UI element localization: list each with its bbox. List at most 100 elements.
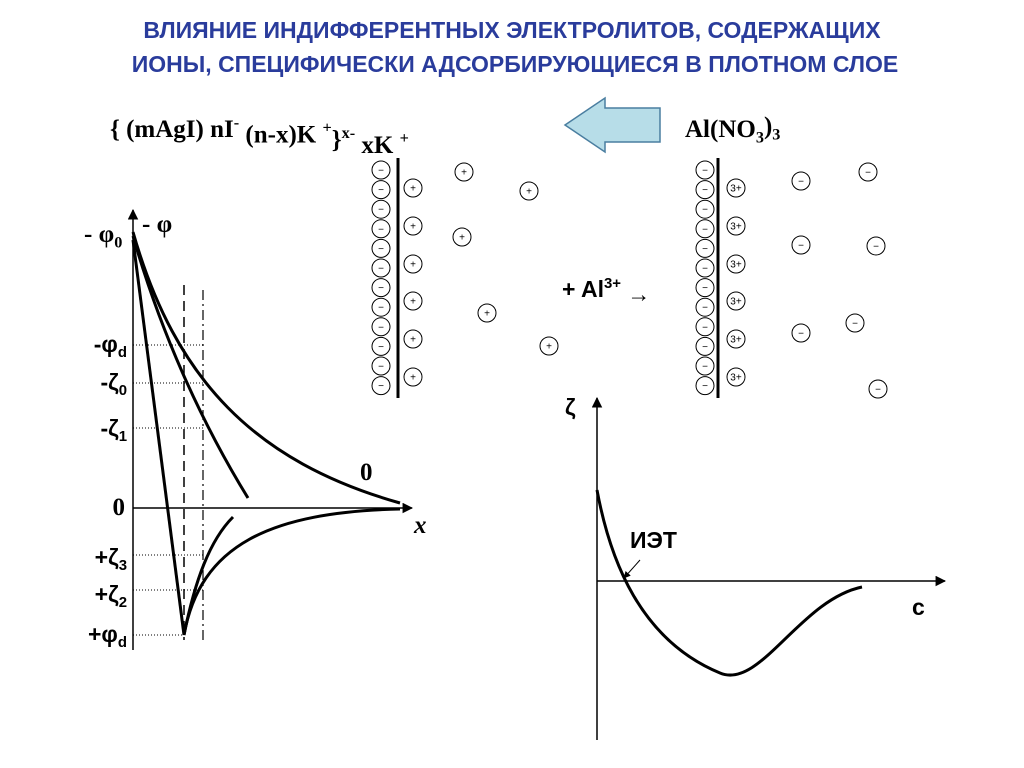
text-part: Al(NO: [685, 116, 756, 143]
ion: [695, 238, 715, 258]
ion-sign: −: [852, 319, 858, 330]
x-axis-label: x: [413, 512, 427, 539]
script-text: 1: [119, 428, 127, 445]
ion: [695, 258, 715, 278]
phi0-label: - φ0: [84, 221, 122, 252]
potential-curve: [131, 235, 250, 499]
ion: [371, 199, 391, 219]
ion: [695, 376, 715, 396]
curve-zero-label: 0: [360, 459, 373, 486]
ion-sign: −: [702, 322, 708, 333]
ion-sign: +: [461, 168, 467, 179]
text-part: -φ: [94, 331, 118, 357]
potential-curve: [131, 231, 401, 505]
level-label: 0: [113, 494, 126, 521]
script-text: 2: [119, 594, 127, 611]
ion-sign: −: [702, 244, 708, 255]
phi-label: - φ: [142, 211, 172, 238]
potential-curve: [182, 507, 401, 636]
text-part: +ζ: [95, 581, 119, 607]
text-part: ): [764, 113, 772, 140]
title-line: ИОНЫ, СПЕЦИФИЧЕСКИ АДСОРБИРУЮЩИЕСЯ В ПЛО…: [132, 51, 899, 77]
ion: [726, 367, 746, 387]
ion: [519, 181, 539, 201]
ion: [371, 278, 391, 298]
ion: [371, 317, 391, 337]
ion-sign: 3+: [730, 222, 742, 233]
text-part: }: [332, 127, 342, 154]
zeta-curve: [595, 489, 863, 677]
ion: [371, 376, 391, 396]
ion: [695, 199, 715, 219]
text-part: (n-x)K: [239, 121, 322, 148]
ion: [371, 297, 391, 317]
ion: [791, 323, 811, 343]
ion-sign: −: [798, 329, 804, 340]
ion: [371, 180, 391, 200]
ion: [858, 162, 878, 182]
ion-sign: 3+: [730, 260, 742, 271]
ion-sign: −: [378, 166, 384, 177]
ion: [791, 235, 811, 255]
ion: [726, 216, 746, 236]
ion: [403, 367, 423, 387]
text-part: { (mAgI) nI: [110, 116, 234, 143]
ion-sign: −: [798, 177, 804, 188]
ion: [371, 160, 391, 180]
micelle-formula: { (mAgI) nI- (n-x)K +}x- xK +: [110, 113, 409, 159]
text-part: +φ: [88, 621, 118, 647]
script-text: +: [400, 129, 409, 147]
ion: [868, 379, 888, 399]
ion-sign: −: [378, 362, 384, 373]
reaction-arrow: [563, 96, 661, 154]
ion: [726, 291, 746, 311]
level-label: +ζ2: [95, 581, 127, 611]
ion: [403, 291, 423, 311]
ion-sign: −: [378, 224, 384, 235]
ion-sign: −: [378, 303, 384, 314]
script-text: 3: [772, 126, 780, 144]
ion-sign: −: [702, 224, 708, 235]
ion-sign: −: [702, 283, 708, 294]
ion-sign: −: [378, 185, 384, 196]
ion: [726, 254, 746, 274]
ion-sign: +: [484, 309, 490, 320]
text-part: - φ: [84, 221, 114, 248]
potential-curve: [131, 239, 186, 636]
ion-sign: −: [702, 264, 708, 275]
y-axis-label: ζ: [565, 394, 576, 420]
ion-sign: +: [410, 222, 416, 233]
ion: [845, 313, 865, 333]
ion: [371, 258, 391, 278]
ion: [726, 329, 746, 349]
ion: [695, 160, 715, 180]
ion: [403, 329, 423, 349]
ion-sign: +: [410, 297, 416, 308]
iep-pointer: [623, 559, 641, 579]
ion-sign: −: [378, 322, 384, 333]
added-ion: + Al3+ →: [562, 275, 650, 307]
ion-sign: −: [702, 185, 708, 196]
ion: [695, 317, 715, 337]
level-label: -ζ0: [100, 369, 127, 399]
ion: [371, 238, 391, 258]
text-part: -ζ: [100, 369, 119, 395]
script-text: -: [234, 113, 239, 131]
ion-sign: −: [378, 205, 384, 216]
ion-sign: −: [702, 362, 708, 373]
ion-sign: −: [378, 342, 384, 353]
x-axis-label: c: [912, 594, 925, 620]
ion-sign: −: [875, 385, 881, 396]
ion-sign: −: [702, 342, 708, 353]
ion: [695, 219, 715, 239]
ion-sign: 3+: [730, 373, 742, 384]
script-text: d: [118, 634, 127, 651]
ion: [695, 356, 715, 376]
ion: [695, 278, 715, 298]
script-text: 0: [119, 382, 127, 399]
ion: [695, 297, 715, 317]
text-part: 0: [113, 494, 126, 521]
iep-label: ИЭТ: [630, 527, 677, 553]
ion-sign: +: [546, 342, 552, 353]
